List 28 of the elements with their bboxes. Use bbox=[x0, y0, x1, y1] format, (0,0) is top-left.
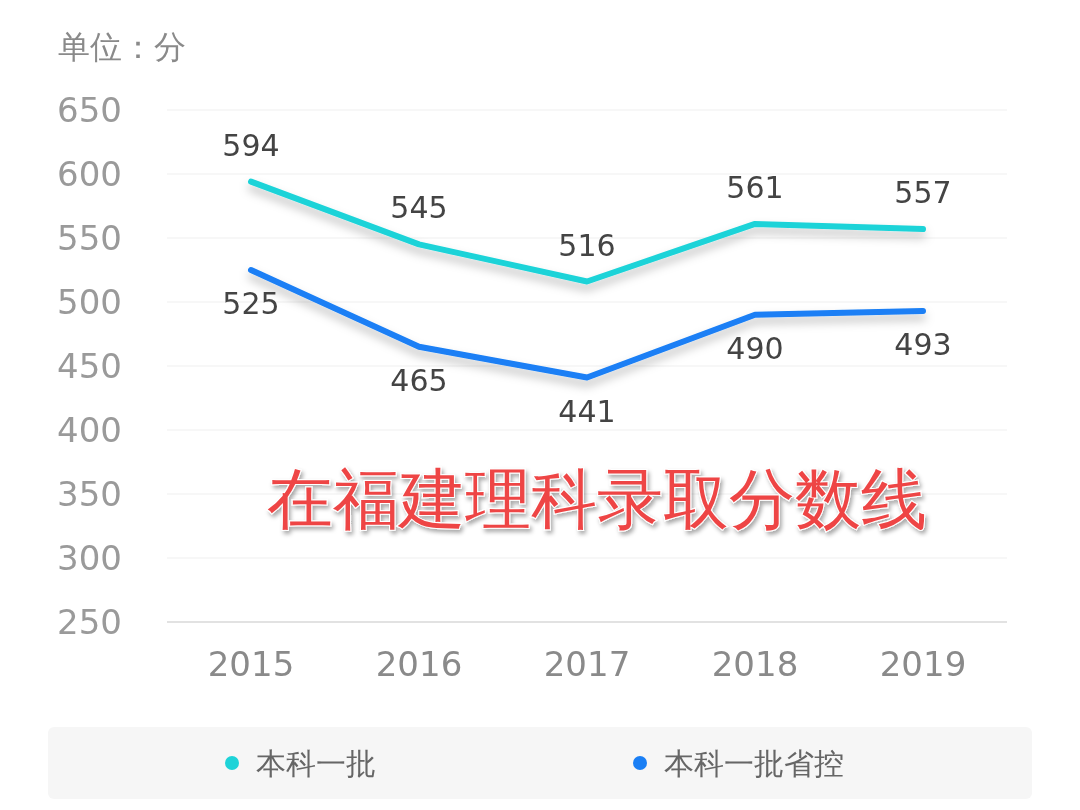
data-label: 594 bbox=[222, 127, 280, 163]
y-tick-label: 250 bbox=[57, 601, 122, 642]
x-tick-label: 2017 bbox=[543, 644, 631, 684]
data-label: 441 bbox=[558, 393, 616, 429]
data-label: 557 bbox=[894, 175, 952, 211]
y-tick-label: 350 bbox=[57, 473, 122, 514]
y-tick-label: 600 bbox=[57, 153, 122, 194]
data-label: 516 bbox=[558, 227, 616, 263]
x-tick-label: 2018 bbox=[711, 644, 799, 684]
x-tick-label: 2019 bbox=[879, 644, 967, 684]
y-tick-label: 450 bbox=[57, 345, 122, 386]
x-tick-label: 2015 bbox=[207, 644, 295, 684]
data-label: 465 bbox=[390, 362, 448, 398]
y-tick-label: 550 bbox=[57, 217, 122, 258]
y-tick-label: 650 bbox=[57, 89, 122, 130]
legend-label: 本科一批 bbox=[256, 745, 376, 781]
data-label: 545 bbox=[390, 190, 448, 226]
x-tick-label: 2016 bbox=[375, 644, 463, 684]
annotation: 在福建理科录取分数线 bbox=[267, 461, 927, 538]
y-axis-title: 单位：分 bbox=[58, 28, 186, 66]
y-tick-label: 300 bbox=[57, 537, 122, 578]
data-label: 493 bbox=[894, 326, 952, 362]
data-label: 490 bbox=[726, 330, 784, 366]
data-label: 561 bbox=[726, 169, 784, 205]
y-tick-label: 500 bbox=[57, 281, 122, 322]
legend-label: 本科一批省控 bbox=[664, 745, 844, 781]
y-tick-label: 400 bbox=[57, 409, 122, 450]
data-label: 525 bbox=[222, 286, 280, 321]
